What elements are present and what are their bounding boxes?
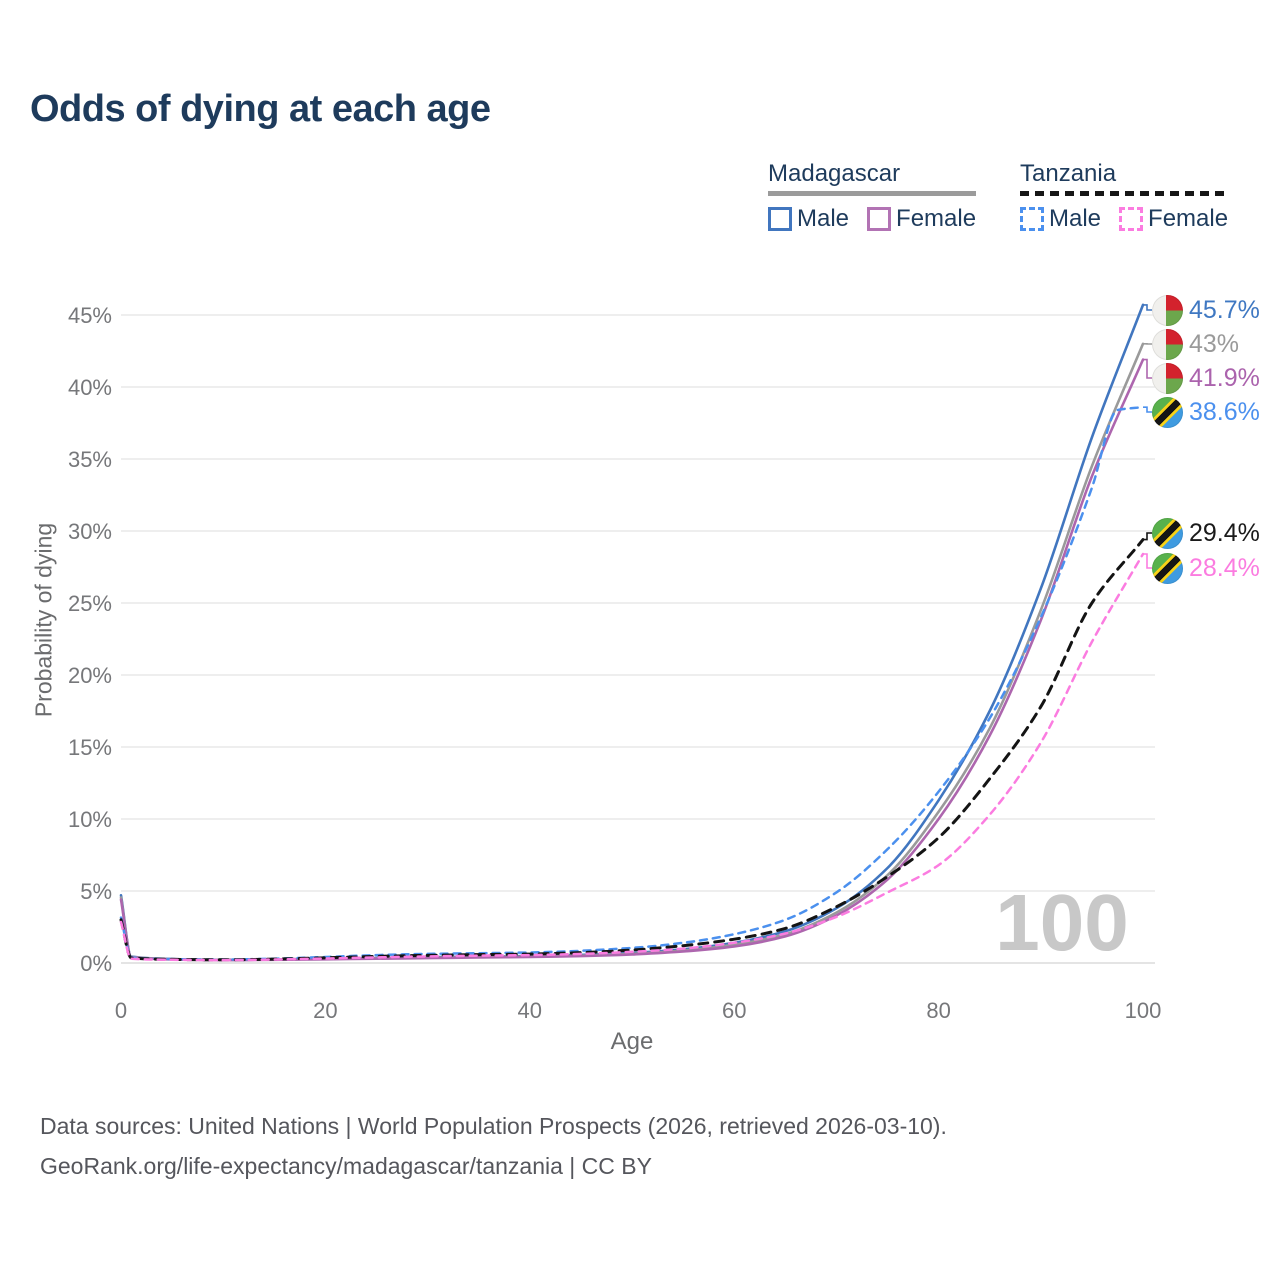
y-tick-label: 40% [68,375,112,400]
madagascar-flag-icon [1152,328,1183,360]
y-tick-label: 5% [80,879,112,904]
y-tick-label: 10% [68,807,112,832]
series-line-tanzania-male[interactable] [119,405,1145,961]
page-title: Odds of dying at each age [30,88,491,130]
legend-item-tanzania-male[interactable]: Male [1020,205,1101,233]
series-line-tanzania-both-sexes[interactable] [119,538,1145,962]
series-line-madagascar-both-sexes[interactable] [119,342,1145,962]
madagascar-male-swatch-icon [768,207,792,231]
madagascar-female-swatch-icon [867,207,892,231]
x-tick-label: 100 [1125,998,1162,1023]
legend-group-madagascar: Madagascar Male Female [768,160,977,233]
end-label-tanzania-female: 28.4% [1152,552,1260,584]
y-axis-title: Probability of dying [30,522,57,718]
x-axis-title: Age [610,1028,654,1055]
end-label-connector [1143,304,1152,311]
x-tick-label: 60 [722,998,746,1023]
hover-age-watermark: 100 [995,878,1128,967]
end-label-connector [1143,406,1152,413]
madagascar-solid-line-sample [768,191,977,196]
x-tick-label: 20 [313,998,337,1023]
y-tick-label: 25% [68,591,112,616]
series-line-madagascar-female[interactable] [119,358,1145,962]
madagascar-flag-icon [1152,362,1183,394]
x-tick-label: 80 [926,998,950,1023]
footer-line-2: GeoRank.org/life-expectancy/madagascar/t… [40,1153,652,1179]
y-tick-label: 20% [68,663,112,688]
end-label-connector [1143,358,1152,379]
tanzania-dashed-line-sample [1020,191,1229,196]
series-line-tanzania-female[interactable] [119,552,1145,962]
tanzania-female-swatch-icon [1119,207,1144,231]
tanzania-flag-icon [1152,396,1183,428]
legend-item-madagascar-male[interactable]: Male [768,205,849,233]
footer-line-1: Data sources: United Nations | World Pop… [40,1113,947,1139]
end-label-madagascar-both: 43% [1152,328,1239,360]
y-tick-label: 0% [80,951,112,976]
end-label-connector [1143,532,1152,541]
y-tick-label: 30% [68,519,112,544]
y-tick-label: 15% [68,735,112,760]
series-line-madagascar-male[interactable] [119,303,1145,962]
legend-item-tanzania-female[interactable]: Female [1119,205,1228,233]
end-label-connector [1143,553,1152,569]
legend-group-tanzania: Tanzania Male Female [1020,160,1229,233]
tanzania-male-swatch-icon [1020,207,1044,231]
end-label-tanzania-male: 38.6% [1152,396,1260,428]
madagascar-flag-icon [1152,294,1183,326]
y-tick-label: 35% [68,447,112,472]
end-label-madagascar-male: 45.7% [1152,294,1260,326]
legend-item-madagascar-female[interactable]: Female [867,205,976,233]
y-tick-label: 45% [68,303,112,328]
end-label-tanzania-both: 29.4% [1152,517,1260,549]
legend-title-tanzania: Tanzania [1020,160,1117,187]
tanzania-flag-icon [1152,517,1183,549]
data-source-attribution: Data sources: United Nations | World Pop… [40,1106,947,1186]
legend-title-madagascar: Madagascar [768,160,901,187]
x-tick-label: 40 [518,998,542,1023]
end-label-madagascar-female: 41.9% [1152,362,1260,394]
x-tick-label: 0 [115,998,127,1023]
tanzania-flag-icon [1152,552,1183,584]
